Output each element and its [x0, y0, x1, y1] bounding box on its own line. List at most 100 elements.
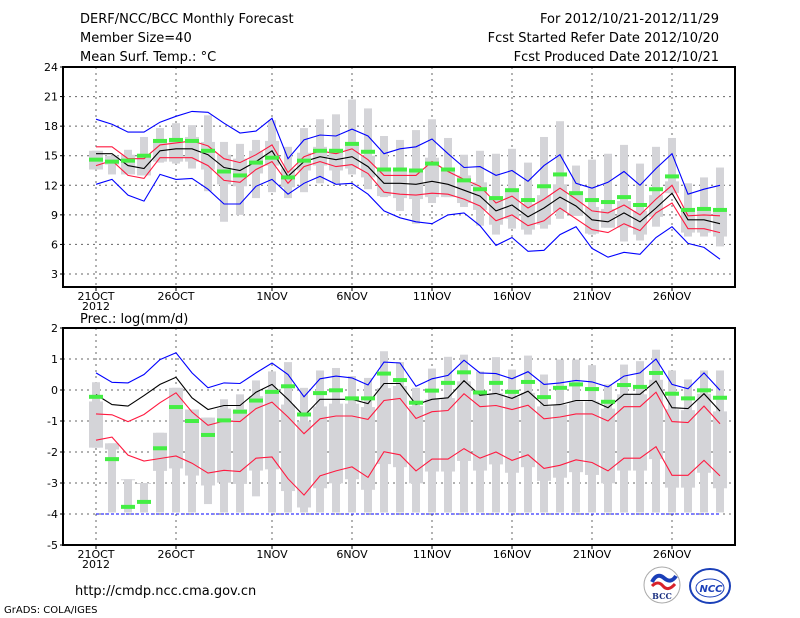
interquartile-box	[441, 398, 455, 472]
green-marker	[105, 159, 119, 164]
green-marker	[393, 378, 407, 383]
interquartile-box	[489, 393, 503, 465]
interquartile-box	[697, 393, 711, 473]
bcc-logo: BCC	[643, 566, 681, 604]
plot-frame	[62, 66, 736, 288]
ensemble-mean-line	[95, 376, 721, 417]
green-marker	[713, 207, 727, 212]
green-marker	[553, 172, 567, 177]
green-marker	[569, 382, 583, 387]
green-marker	[505, 188, 519, 193]
interquartile-box	[185, 409, 199, 476]
interquartile-box	[217, 408, 231, 483]
green-marker	[121, 158, 135, 163]
x-tick-label: 26OCT	[157, 290, 194, 303]
green-marker	[185, 419, 199, 423]
x-tick-label: 26NOV	[653, 290, 692, 303]
interquartile-box	[121, 479, 135, 481]
green-marker	[345, 141, 359, 146]
lower-extreme-line	[95, 173, 721, 260]
interquartile-box	[137, 483, 151, 484]
green-marker	[601, 399, 615, 404]
green-marker	[569, 191, 583, 196]
green-marker	[265, 155, 279, 160]
x-tick-label: 21NOV	[573, 290, 612, 303]
green-marker	[217, 418, 231, 423]
green-marker	[553, 385, 567, 390]
green-marker	[217, 169, 231, 174]
y-tick-label: -1	[47, 415, 58, 428]
green-marker	[473, 390, 487, 395]
green-marker	[633, 203, 647, 207]
y-tick-label: -3	[47, 477, 58, 490]
range-bar	[588, 159, 596, 235]
green-marker	[393, 167, 407, 172]
interquartile-box	[713, 411, 727, 489]
interquartile-box	[297, 421, 311, 508]
y-tick-label: 9	[51, 209, 58, 222]
interquartile-box	[393, 385, 407, 468]
x-tick-label: 6NOV	[336, 290, 368, 303]
interquartile-box	[169, 138, 183, 162]
interquartile-box	[681, 410, 695, 488]
x-tick-label: 1NOV	[256, 290, 288, 303]
green-marker	[185, 138, 199, 143]
green-marker	[377, 167, 391, 172]
green-marker	[313, 391, 327, 396]
green-marker	[585, 387, 599, 392]
green-marker	[249, 160, 263, 165]
upper-spread-line	[95, 391, 721, 435]
range-bar	[364, 108, 372, 190]
interquartile-box	[329, 403, 343, 484]
interquartile-box	[409, 171, 423, 200]
y-tick-label: 3	[51, 268, 58, 281]
interquartile-box	[633, 394, 647, 471]
green-marker	[169, 405, 183, 410]
x-tick-label: 26OCT	[157, 548, 194, 561]
range-bar	[604, 153, 612, 228]
green-marker	[265, 389, 279, 394]
forecast-period: For 2012/10/21-2012/11/29	[540, 12, 719, 27]
green-marker	[697, 388, 711, 393]
green-marker	[297, 412, 311, 417]
figure-title: DERF/NCC/BCC Monthly Forecast	[80, 12, 294, 27]
interquartile-box	[617, 394, 631, 471]
interquartile-box	[553, 404, 567, 478]
green-marker	[665, 391, 679, 396]
green-marker	[441, 380, 455, 385]
interquartile-box	[361, 407, 375, 490]
green-marker	[505, 389, 519, 394]
green-marker	[457, 178, 471, 183]
green-marker	[233, 173, 247, 178]
range-bar	[108, 443, 116, 513]
interquartile-box	[137, 154, 151, 176]
interquartile-box	[393, 171, 407, 199]
green-marker	[537, 395, 551, 400]
upper-extreme-line	[95, 110, 721, 195]
green-marker	[137, 499, 151, 504]
green-marker	[89, 394, 103, 399]
green-marker	[457, 370, 471, 375]
interquartile-box	[505, 397, 519, 473]
range-bar	[380, 136, 388, 198]
source-url[interactable]: http://cmdp.ncc.cma.gov.cn	[75, 584, 256, 599]
y-tick-label: 24	[44, 61, 58, 74]
lower-spread-line	[95, 436, 721, 496]
range-bar	[652, 146, 660, 227]
range-bar	[156, 432, 164, 513]
range-bar	[140, 483, 148, 513]
interquartile-box	[713, 211, 727, 237]
green-marker	[713, 395, 727, 400]
interquartile-box	[697, 210, 711, 233]
upper-spread-line	[96, 140, 721, 217]
svg-text:BCC: BCC	[652, 591, 672, 601]
green-marker	[633, 384, 647, 389]
green-marker	[521, 198, 535, 203]
green-marker	[537, 184, 551, 189]
y-tick-label: 21	[44, 91, 58, 104]
green-marker	[521, 379, 535, 384]
x-tick-label: 21OCT	[77, 548, 114, 561]
green-marker	[89, 157, 103, 162]
green-marker	[697, 206, 711, 211]
